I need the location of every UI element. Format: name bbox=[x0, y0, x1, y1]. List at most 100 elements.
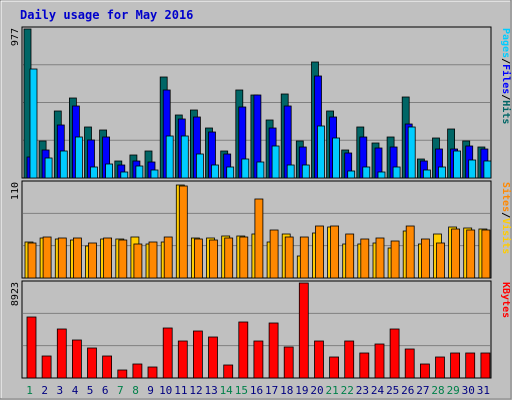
kbytes-bar-17 bbox=[268, 322, 279, 379]
x-tick-label-25: 25 bbox=[386, 384, 399, 397]
kbytes-bar-10 bbox=[162, 327, 173, 379]
x-tick-label-17: 17 bbox=[265, 384, 278, 397]
kbytes-bar-19 bbox=[298, 282, 309, 379]
pages-bar-15 bbox=[241, 158, 250, 179]
chart-title: Daily usage for May 2016 bbox=[20, 8, 193, 22]
pages-bar-7 bbox=[120, 171, 129, 179]
x-tick-label-29: 29 bbox=[447, 384, 460, 397]
x-tick-label-8: 8 bbox=[132, 384, 139, 397]
kbytes-bar-22 bbox=[344, 340, 355, 379]
pages-bar-13 bbox=[211, 164, 219, 179]
kbytes-bar-8 bbox=[132, 363, 143, 379]
pages-bar-1 bbox=[29, 68, 38, 179]
sites-bar-20 bbox=[315, 225, 324, 279]
pages-bar-21 bbox=[332, 137, 341, 179]
pages-bar-8 bbox=[135, 165, 144, 179]
kbytes-bar-1 bbox=[26, 316, 37, 379]
kbytes-bar-27 bbox=[419, 363, 430, 379]
x-tick-label-22: 22 bbox=[341, 384, 354, 397]
sites-bar-23 bbox=[360, 238, 370, 279]
x-tick-label-15: 15 bbox=[235, 384, 248, 397]
kbytes-bar-7 bbox=[117, 369, 128, 379]
kbytes-ymax-label: 8923 bbox=[10, 282, 21, 306]
x-tick-label-20: 20 bbox=[310, 384, 323, 397]
legend-entry: / bbox=[500, 94, 511, 100]
hits-files-pages-panel: 977 Pages/Files/Hits bbox=[10, 26, 512, 179]
kbytes-bar-18 bbox=[283, 346, 294, 379]
kbytes-bar-25 bbox=[389, 328, 400, 379]
x-tick-label-30: 30 bbox=[462, 384, 475, 397]
kbytes-bar-13 bbox=[208, 336, 218, 379]
x-tick-label-12: 12 bbox=[189, 384, 202, 397]
sites-bar-18 bbox=[284, 236, 294, 279]
sites-bar-28 bbox=[436, 242, 445, 279]
kbytes-panel: 8923 KBytes bbox=[10, 280, 511, 379]
sites-bar-15 bbox=[239, 236, 249, 279]
pages-bar-6 bbox=[105, 163, 113, 179]
legend-entry: Visits bbox=[500, 218, 512, 254]
kbytes-bar-5 bbox=[87, 347, 97, 379]
sites-bar-4 bbox=[73, 237, 82, 279]
sites-bar-10 bbox=[163, 236, 173, 279]
kbytes-bar-28 bbox=[435, 356, 445, 379]
visits-sites-panel: 110 Sites/Visits bbox=[10, 180, 512, 279]
pages-bar-24 bbox=[377, 171, 386, 179]
pages-bar-2 bbox=[44, 157, 53, 179]
sites-bar-7 bbox=[118, 239, 128, 279]
sites-bar-21 bbox=[330, 225, 340, 279]
x-tick-label-1: 1 bbox=[26, 384, 33, 397]
legend-entry: Hits bbox=[500, 100, 512, 124]
pages-bar-5 bbox=[90, 166, 98, 179]
kbytes-bar-21 bbox=[329, 356, 340, 379]
sites-bar-6 bbox=[103, 237, 112, 279]
kbytes-legend: KBytes bbox=[500, 282, 511, 318]
sites-bar-12 bbox=[193, 238, 203, 279]
sites-bar-3 bbox=[57, 237, 67, 279]
sites-bar-1 bbox=[27, 242, 37, 279]
x-tick-label-4: 4 bbox=[72, 384, 79, 397]
kbytes-bar-14 bbox=[223, 364, 234, 379]
x-tick-label-23: 23 bbox=[356, 384, 369, 397]
legend-entry: / bbox=[500, 212, 511, 218]
sites-bar-17 bbox=[269, 229, 279, 279]
sites-bar-29 bbox=[451, 228, 461, 279]
x-tick-label-9: 9 bbox=[147, 384, 154, 397]
sites-bar-31 bbox=[481, 229, 491, 279]
x-tick-label-6: 6 bbox=[102, 384, 109, 397]
sites-bar-27 bbox=[420, 238, 430, 279]
pages-bar-31 bbox=[483, 160, 492, 179]
pages-bar-11 bbox=[180, 135, 189, 179]
kbytes-bar-23 bbox=[359, 352, 370, 379]
pages-bar-14 bbox=[226, 166, 235, 179]
legend-entry: KBytes bbox=[500, 282, 511, 318]
sites-bar-16 bbox=[254, 198, 264, 279]
pages-bar-22 bbox=[347, 170, 356, 179]
kbytes-bar-3 bbox=[56, 328, 67, 379]
x-tick-label-19: 19 bbox=[295, 384, 308, 397]
pages-bar-23 bbox=[362, 166, 371, 179]
sites-bar-26 bbox=[405, 225, 415, 279]
x-tick-label-28: 28 bbox=[431, 384, 444, 397]
x-tick-label-2: 2 bbox=[41, 384, 48, 397]
sites-bar-14 bbox=[224, 237, 234, 279]
sites-bar-8 bbox=[133, 243, 143, 279]
visits-sites-legend: Sites/Visits bbox=[500, 182, 512, 254]
pages-bar-20 bbox=[317, 125, 325, 179]
sites-bar-25 bbox=[390, 240, 400, 279]
x-tick-label-10: 10 bbox=[159, 384, 172, 397]
x-tick-label-14: 14 bbox=[220, 384, 234, 397]
x-tick-label-3: 3 bbox=[56, 384, 63, 397]
pages-bar-9 bbox=[150, 169, 159, 179]
pages-bar-30 bbox=[468, 159, 477, 179]
sites-bar-24 bbox=[375, 237, 385, 279]
kbytes-bar-2 bbox=[41, 355, 52, 379]
hits-files-pages-legend: Pages/Files/Hits bbox=[500, 28, 512, 124]
sites-bar-22 bbox=[345, 233, 355, 279]
kbytes-bar-24 bbox=[374, 343, 385, 379]
x-tick-label-21: 21 bbox=[325, 384, 338, 397]
pages-bar-25 bbox=[392, 166, 401, 179]
sites-bar-19 bbox=[299, 236, 309, 279]
kbytes-bar-4 bbox=[72, 339, 82, 379]
hits-files-pages-ymax-label: 977 bbox=[10, 28, 21, 46]
